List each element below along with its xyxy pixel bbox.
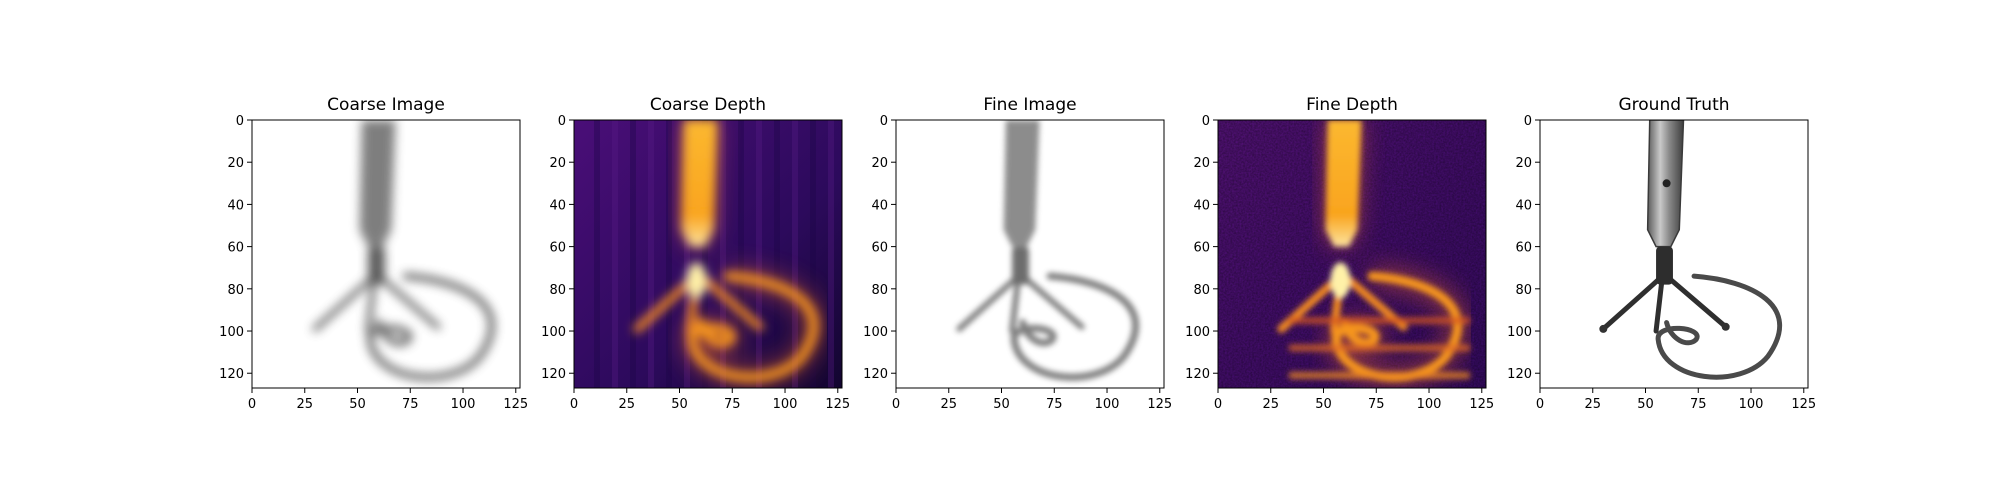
x-tick-label: 100 bbox=[1095, 397, 1120, 412]
y-tick-label: 40 bbox=[549, 198, 566, 213]
panel-5: Ground Truth 0 25 50 75 100 125 0 20 40 60 80 100 120 bbox=[1507, 95, 1816, 412]
y-tick-label: 60 bbox=[871, 241, 888, 256]
y-tick-label: 80 bbox=[227, 283, 244, 298]
panel-title: Coarse Image bbox=[327, 95, 445, 115]
y-tick-label: 120 bbox=[863, 367, 888, 382]
y-tick-label: 0 bbox=[880, 114, 888, 129]
y-tick-label: 80 bbox=[549, 283, 566, 298]
x-tick-label: 25 bbox=[940, 397, 957, 412]
y-tick-label: 60 bbox=[1193, 241, 1210, 256]
y-tick-label: 20 bbox=[549, 156, 566, 171]
x-tick-label: 100 bbox=[451, 397, 476, 412]
panel-1: Coarse Image 0 25 50 75 100 125 0 20 40 60 80 100 120 bbox=[219, 95, 528, 412]
y-tick-label: 100 bbox=[863, 325, 888, 340]
x-tick-label: 50 bbox=[1637, 397, 1654, 412]
y-tick-label: 20 bbox=[1193, 156, 1210, 171]
panel-image bbox=[896, 120, 1164, 388]
panel-image bbox=[1218, 120, 1486, 388]
panel-frame bbox=[1539, 119, 1809, 389]
x-tick-label: 50 bbox=[993, 397, 1010, 412]
x-tick-label: 25 bbox=[296, 397, 313, 412]
x-tick-label: 100 bbox=[1417, 397, 1442, 412]
x-tick-label: 125 bbox=[1791, 397, 1816, 412]
y-tick-label: 0 bbox=[1524, 114, 1532, 129]
y-tick-label: 100 bbox=[1507, 325, 1532, 340]
x-tick-label: 100 bbox=[773, 397, 798, 412]
y-tick-label: 40 bbox=[1193, 198, 1210, 213]
x-tick-label: 100 bbox=[1739, 397, 1764, 412]
y-tick-label: 60 bbox=[1515, 241, 1532, 256]
x-tick-label: 75 bbox=[402, 397, 419, 412]
x-tick-label: 125 bbox=[1147, 397, 1172, 412]
panel-title: Coarse Depth bbox=[650, 95, 766, 115]
y-tick-label: 0 bbox=[1202, 114, 1210, 129]
x-tick-label: 25 bbox=[1262, 397, 1279, 412]
y-tick-label: 20 bbox=[871, 156, 888, 171]
panel-frame bbox=[1217, 119, 1487, 389]
y-tick-label: 100 bbox=[1185, 325, 1210, 340]
x-tick-label: 50 bbox=[671, 397, 688, 412]
x-tick-label: 0 bbox=[1536, 397, 1544, 412]
panel-image bbox=[574, 120, 842, 388]
y-tick-label: 40 bbox=[227, 198, 244, 213]
panel-3: Fine Image 0 25 50 75 100 125 0 20 40 60 80 100 120 bbox=[863, 95, 1172, 412]
y-tick-label: 80 bbox=[871, 283, 888, 298]
x-tick-label: 0 bbox=[892, 397, 900, 412]
x-tick-label: 75 bbox=[724, 397, 741, 412]
y-tick-label: 80 bbox=[1193, 283, 1210, 298]
x-tick-label: 25 bbox=[1584, 397, 1601, 412]
y-tick-label: 20 bbox=[227, 156, 244, 171]
panel-4: Fine Depth 0 25 50 75 100 125 0 20 40 60 80 100 120 bbox=[1185, 95, 1494, 412]
x-tick-label: 25 bbox=[618, 397, 635, 412]
panel-title: Fine Image bbox=[983, 95, 1076, 115]
y-tick-label: 20 bbox=[1515, 156, 1532, 171]
y-tick-label: 120 bbox=[541, 367, 566, 382]
panel-frame bbox=[895, 119, 1165, 389]
panel-frame bbox=[573, 119, 843, 389]
panel-title: Fine Depth bbox=[1306, 95, 1398, 115]
y-tick-label: 0 bbox=[558, 114, 566, 129]
y-tick-label: 120 bbox=[1507, 367, 1532, 382]
x-tick-label: 125 bbox=[503, 397, 528, 412]
x-tick-label: 125 bbox=[825, 397, 850, 412]
x-tick-label: 125 bbox=[1469, 397, 1494, 412]
x-tick-label: 75 bbox=[1046, 397, 1063, 412]
panel-2: Coarse Depth 0 25 50 75 100 125 0 20 40 60 80 100 120 bbox=[541, 95, 850, 412]
y-tick-label: 40 bbox=[1515, 198, 1532, 213]
y-tick-label: 120 bbox=[1185, 367, 1210, 382]
x-tick-label: 75 bbox=[1690, 397, 1707, 412]
panel-title: Ground Truth bbox=[1618, 95, 1729, 115]
x-tick-label: 50 bbox=[349, 397, 366, 412]
x-tick-label: 0 bbox=[1214, 397, 1222, 412]
y-tick-label: 40 bbox=[871, 198, 888, 213]
panel-frame bbox=[251, 119, 521, 389]
x-tick-label: 0 bbox=[570, 397, 578, 412]
y-tick-label: 80 bbox=[1515, 283, 1532, 298]
y-tick-label: 100 bbox=[219, 325, 244, 340]
x-tick-label: 0 bbox=[248, 397, 256, 412]
x-tick-label: 75 bbox=[1368, 397, 1385, 412]
y-tick-label: 100 bbox=[541, 325, 566, 340]
panel-image bbox=[1540, 120, 1808, 388]
x-tick-label: 50 bbox=[1315, 397, 1332, 412]
panel-image bbox=[252, 120, 520, 388]
y-tick-label: 120 bbox=[219, 367, 244, 382]
y-tick-label: 60 bbox=[227, 241, 244, 256]
y-tick-label: 0 bbox=[236, 114, 244, 129]
y-tick-label: 60 bbox=[549, 241, 566, 256]
